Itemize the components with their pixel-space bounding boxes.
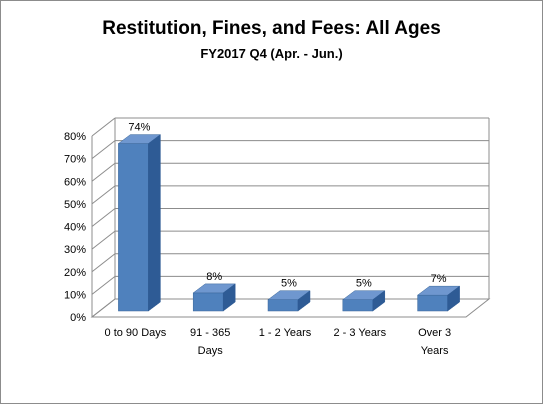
gridline-side <box>91 117 116 137</box>
data-label: 8% <box>206 271 222 283</box>
bar-side <box>297 290 311 312</box>
floor <box>90 298 491 318</box>
y-tick-label: 10% <box>64 289 86 301</box>
x-tick-label: Days <box>198 345 224 357</box>
gridline-side <box>91 140 116 160</box>
bar <box>417 294 448 312</box>
bar-side <box>148 134 161 312</box>
bar-side <box>447 285 460 312</box>
gridline-side <box>91 230 116 250</box>
bar <box>118 143 149 312</box>
data-label: 5% <box>356 278 372 290</box>
y-tick-label: 0% <box>70 312 86 324</box>
x-tick-label: Over 3 <box>418 327 451 339</box>
x-tick-label: 0 to 90 Days <box>105 327 167 339</box>
y-tick-label: 30% <box>64 244 86 256</box>
gridline-side <box>91 275 116 295</box>
x-tick-label: Years <box>421 345 449 357</box>
gridline-side <box>91 185 116 205</box>
x-tick-label: 2 - 3 Years <box>334 327 387 339</box>
y-tick-label: 20% <box>64 267 86 279</box>
data-label: 74% <box>128 122 150 134</box>
gridline-side <box>91 253 116 273</box>
y-tick-label: 80% <box>64 131 86 143</box>
y-tick-label: 70% <box>64 154 86 166</box>
gridline-side <box>91 208 116 227</box>
x-tick-label: 1 - 2 Years <box>259 327 312 339</box>
chart-subtitle: FY2017 Q4 (Apr. - Jun.) <box>200 46 343 61</box>
bar <box>192 292 224 312</box>
chart-title: Restitution, Fines, and Fees: All Ages <box>102 18 441 39</box>
bar-side <box>222 283 236 312</box>
gridline-side <box>91 162 116 182</box>
x-tick-label: 91 - 365 <box>190 327 230 339</box>
data-label: 5% <box>281 278 297 290</box>
bar <box>267 299 299 312</box>
data-label: 7% <box>431 273 447 285</box>
bar-side <box>372 290 386 312</box>
bar <box>342 299 374 312</box>
y-tick-label: 40% <box>64 222 86 234</box>
y-tick-label: 60% <box>64 176 86 188</box>
y-tick-label: 50% <box>64 199 86 211</box>
